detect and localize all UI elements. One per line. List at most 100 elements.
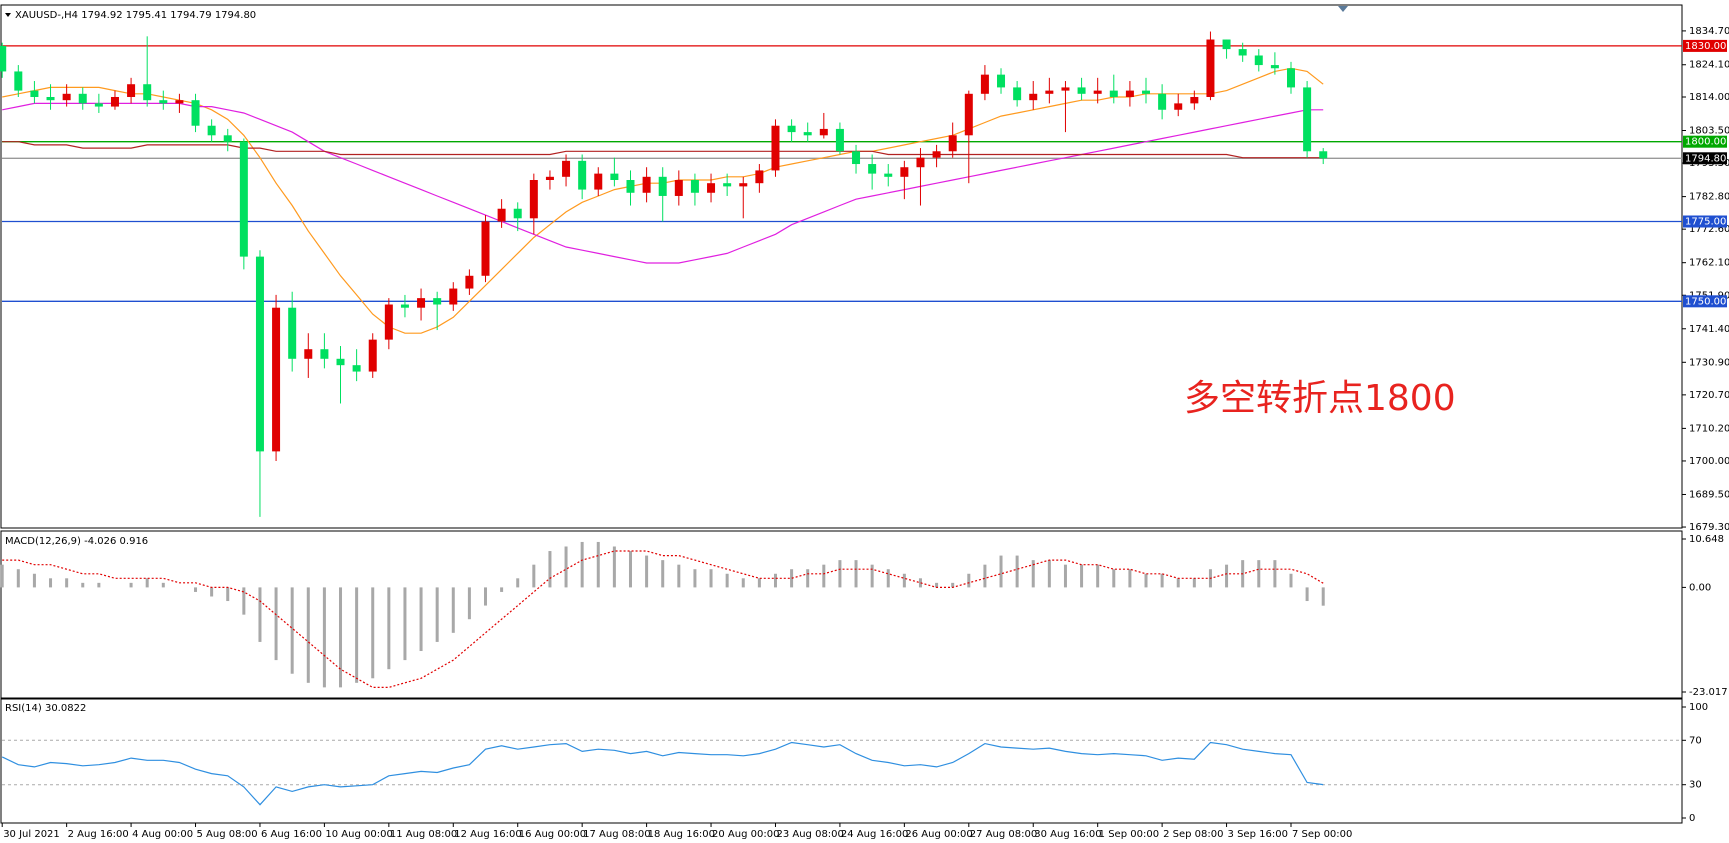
- candle-body: [1029, 93, 1038, 101]
- macd-bar: [1160, 573, 1164, 588]
- x-tick-label: 6 Aug 16:00: [261, 829, 322, 840]
- macd-bar: [645, 555, 649, 588]
- candle-body: [594, 173, 603, 190]
- macd-bar: [951, 582, 955, 588]
- x-tick-label: 17 Aug 08:00: [583, 829, 650, 840]
- candle-body: [78, 93, 87, 104]
- x-tick-label: 4 Aug 00:00: [132, 829, 193, 840]
- candle-body: [884, 173, 893, 177]
- y-tick-label: 1803.50: [1689, 126, 1729, 137]
- rsi-line: [1, 741, 1324, 806]
- macd-bar: [1144, 573, 1148, 588]
- x-tick-label: 3 Sep 16:00: [1228, 829, 1288, 840]
- x-tick-label: 23 Aug 08:00: [776, 829, 843, 840]
- candle-body: [658, 176, 667, 196]
- candle-body: [159, 100, 168, 104]
- macd-bar: [161, 582, 165, 588]
- candle-body: [14, 71, 23, 91]
- candle-body: [674, 180, 683, 196]
- macd-bar: [596, 541, 600, 588]
- candle-body: [1158, 93, 1167, 110]
- rsi-panel: [0, 698, 1683, 824]
- x-tick-label: 27 Aug 08:00: [970, 829, 1037, 840]
- x-tick-label: 20 Aug 00:00: [712, 829, 779, 840]
- candle-body: [787, 125, 796, 133]
- macd-bar: [1273, 560, 1277, 588]
- candle-body: [545, 176, 554, 180]
- level-label: 1830.00: [1685, 41, 1726, 52]
- macd-bar: [790, 569, 794, 588]
- candle-body: [1206, 39, 1215, 97]
- candle-body: [1254, 55, 1263, 66]
- candle-body: [529, 180, 538, 219]
- candle-body: [771, 125, 780, 171]
- x-tick-label: 26 Aug 00:00: [905, 829, 972, 840]
- candle-body: [384, 304, 393, 340]
- macd-bar: [564, 546, 568, 588]
- macd-bar: [1225, 564, 1229, 588]
- macd-bar: [725, 573, 729, 588]
- y-tick-label: 1772.60: [1689, 224, 1729, 235]
- macd-bar: [129, 582, 133, 588]
- y-tick-label: 1762.10: [1689, 258, 1729, 269]
- candle-body: [191, 100, 200, 126]
- macd-bar: [693, 569, 697, 588]
- macd-bar: [886, 569, 890, 588]
- y-tick-label: 1741.40: [1689, 324, 1729, 335]
- candle-body: [94, 103, 103, 107]
- macd-bar: [709, 569, 713, 588]
- macd-bar: [935, 582, 939, 588]
- macd-bar: [32, 573, 36, 588]
- candle-body: [1238, 49, 1247, 56]
- y-tick-label: 1814.00: [1689, 92, 1729, 103]
- macd-bar: [435, 587, 439, 642]
- candle-body: [127, 84, 136, 97]
- macd-bar: [1321, 587, 1325, 606]
- macd-bar: [1080, 564, 1084, 588]
- candle-body: [223, 135, 232, 142]
- candle-body: [336, 358, 345, 366]
- macd-bar: [145, 578, 149, 588]
- candle-body: [481, 221, 490, 276]
- candle-body: [932, 151, 941, 158]
- candle-body: [1287, 68, 1295, 88]
- macd-bar: [16, 569, 20, 588]
- y-tick-label: 0: [1689, 813, 1695, 824]
- macd-bar: [322, 587, 326, 688]
- candle-body: [513, 208, 522, 219]
- macd-bar: [757, 578, 761, 588]
- y-tick-label: 1679.30: [1689, 522, 1729, 533]
- candle-body: [690, 180, 699, 193]
- level-label: 1800.00: [1685, 137, 1726, 148]
- y-tick-label: 1700.00: [1689, 456, 1729, 467]
- macd-bar: [387, 587, 391, 670]
- shift-marker: [1338, 6, 1348, 12]
- macd-bar: [902, 573, 906, 588]
- candle-body: [143, 84, 152, 101]
- macd-bar: [226, 587, 230, 602]
- candle-body: [578, 160, 587, 190]
- macd-bar: [983, 564, 987, 588]
- annotation: 多空转折点1800: [1184, 378, 1456, 419]
- y-tick-label: 1824.10: [1689, 60, 1729, 71]
- macd-bar: [194, 587, 198, 592]
- candle-body: [30, 90, 39, 97]
- candle-body: [1093, 90, 1102, 94]
- x-tick-label: 30 Jul 2021: [3, 829, 60, 840]
- level-label-bg: [1683, 135, 1727, 148]
- candle-body: [175, 100, 184, 104]
- macd-bar: [822, 564, 826, 588]
- macd-bar: [806, 569, 810, 588]
- candle-body: [255, 256, 264, 452]
- candle-body: [304, 349, 313, 359]
- macd-bar: [1128, 569, 1132, 588]
- macd-bar: [1112, 569, 1116, 588]
- candle-body: [868, 164, 877, 174]
- macd-bar: [484, 587, 487, 606]
- level-label-bg: [1683, 295, 1727, 308]
- x-tick-label: 24 Aug 16:00: [841, 829, 908, 840]
- candle-body: [272, 307, 281, 452]
- y-tick-label: 100: [1689, 702, 1708, 713]
- macd-bar: [1031, 560, 1035, 588]
- level-label: 1794.80: [1685, 153, 1726, 164]
